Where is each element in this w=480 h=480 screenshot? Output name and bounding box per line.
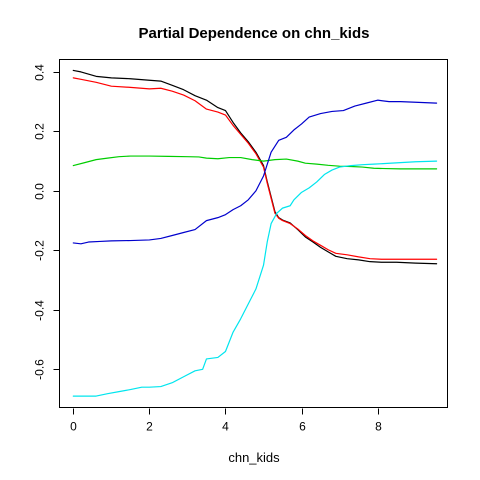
chart-title: Partial Dependence on chn_kids: [139, 25, 370, 42]
y-tick-label: 0.0: [33, 183, 47, 200]
series-line-5: [72, 160, 438, 397]
series-line-2: [72, 77, 438, 260]
series-line-1: [72, 69, 438, 265]
y-tick-label: -0.6: [33, 359, 47, 380]
y-tick-label: -0.4: [33, 300, 47, 321]
y-tick-label: -0.2: [33, 240, 47, 261]
x-tick-label: 4: [222, 420, 229, 434]
x-tick-label: 0: [70, 420, 77, 434]
series-layer: [72, 69, 438, 397]
x-axis: 0 2 4 6 8: [70, 408, 382, 434]
x-tick-label: 2: [146, 420, 153, 434]
y-tick-label: 0.4: [33, 64, 47, 81]
y-axis: -0.6 -0.4 -0.2 0.0 0.2 0.4: [33, 64, 60, 380]
x-tick-label: 6: [299, 420, 306, 434]
series-line-4: [72, 99, 438, 245]
series-line-3: [72, 155, 438, 170]
plot-frame: [59, 59, 448, 408]
x-tick-label: 8: [375, 420, 382, 434]
x-axis-label: chn_kids: [228, 450, 280, 465]
y-tick-label: 0.2: [33, 123, 47, 140]
